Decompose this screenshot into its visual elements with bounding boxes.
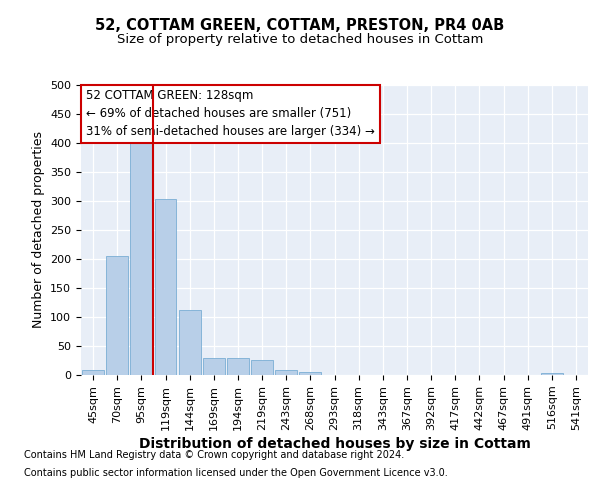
X-axis label: Distribution of detached houses by size in Cottam: Distribution of detached houses by size … [139, 437, 530, 451]
Text: Size of property relative to detached houses in Cottam: Size of property relative to detached ho… [117, 32, 483, 46]
Bar [106, 256, 128, 375]
Bar [227, 358, 249, 375]
Text: 52 COTTAM GREEN: 128sqm
← 69% of detached houses are smaller (751)
31% of semi-d: 52 COTTAM GREEN: 128sqm ← 69% of detache… [86, 90, 375, 138]
Y-axis label: Number of detached properties: Number of detached properties [32, 132, 44, 328]
Bar [275, 370, 297, 375]
Text: 52, COTTAM GREEN, COTTAM, PRESTON, PR4 0AB: 52, COTTAM GREEN, COTTAM, PRESTON, PR4 0… [95, 18, 505, 32]
Bar [251, 360, 273, 375]
Bar [541, 374, 563, 375]
Text: Contains public sector information licensed under the Open Government Licence v3: Contains public sector information licen… [24, 468, 448, 477]
Bar [130, 140, 152, 375]
Bar [82, 370, 104, 375]
Bar [203, 358, 224, 375]
Bar [299, 372, 321, 375]
Text: Contains HM Land Registry data © Crown copyright and database right 2024.: Contains HM Land Registry data © Crown c… [24, 450, 404, 460]
Bar [179, 310, 200, 375]
Bar [155, 200, 176, 375]
